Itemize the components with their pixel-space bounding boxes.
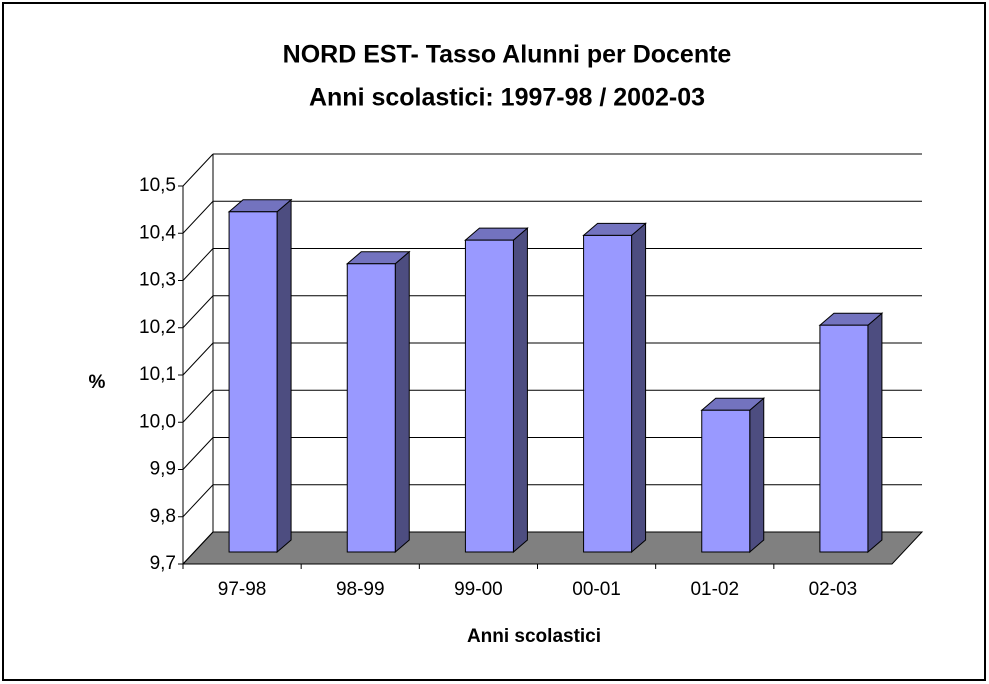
grid-line-side	[182, 342, 214, 376]
x-tick-label: 02-03	[809, 579, 858, 600]
bar	[583, 234, 633, 553]
y-tick-label: 9,7	[150, 553, 176, 574]
y-tick-label: 9,8	[150, 506, 176, 527]
bar	[701, 409, 751, 553]
grid-line-side	[182, 437, 214, 470]
y-tick-label: 10,0	[139, 411, 176, 432]
floor	[181, 531, 924, 565]
y-tick-label: 10,5	[139, 175, 176, 196]
y-tick-label: 10,1	[139, 364, 176, 385]
y-axis-title: %	[89, 372, 106, 393]
grid-line-side	[182, 153, 214, 187]
bar-side	[631, 222, 647, 554]
x-tick-label: 00-01	[572, 579, 621, 600]
grid-line-side	[182, 484, 214, 518]
y-tick-label: 10,4	[139, 222, 176, 243]
x-tick-label: 97-98	[218, 579, 267, 600]
bar-side	[867, 312, 883, 554]
grid-line-side	[182, 389, 214, 423]
x-tick-label: 01-02	[690, 579, 739, 600]
x-axis-title: Anni scolastici	[467, 626, 601, 647]
bar	[228, 211, 278, 553]
x-tick-label: 98-99	[336, 579, 385, 600]
bar-side	[749, 397, 765, 554]
grid-line-side	[182, 295, 214, 329]
y-tick-label: 10,2	[139, 317, 176, 338]
x-tick-label: 99-00	[454, 579, 503, 600]
chart-subtitle: Anni scolastici: 1997-98 / 2002-03	[309, 84, 705, 112]
grid-line-side	[182, 200, 214, 234]
y-tick-label: 10,3	[139, 270, 176, 291]
bar	[464, 239, 514, 553]
chart-title: NORD EST- Tasso Alunni per Docente	[283, 41, 732, 69]
bar	[819, 324, 869, 553]
bar-side	[276, 198, 292, 554]
y-tick-label: 9,9	[150, 459, 176, 480]
bar-side	[512, 227, 528, 554]
grid-line-side	[182, 248, 214, 281]
grid-line-side	[182, 531, 214, 565]
bar	[346, 263, 396, 553]
bar-side	[394, 250, 410, 554]
